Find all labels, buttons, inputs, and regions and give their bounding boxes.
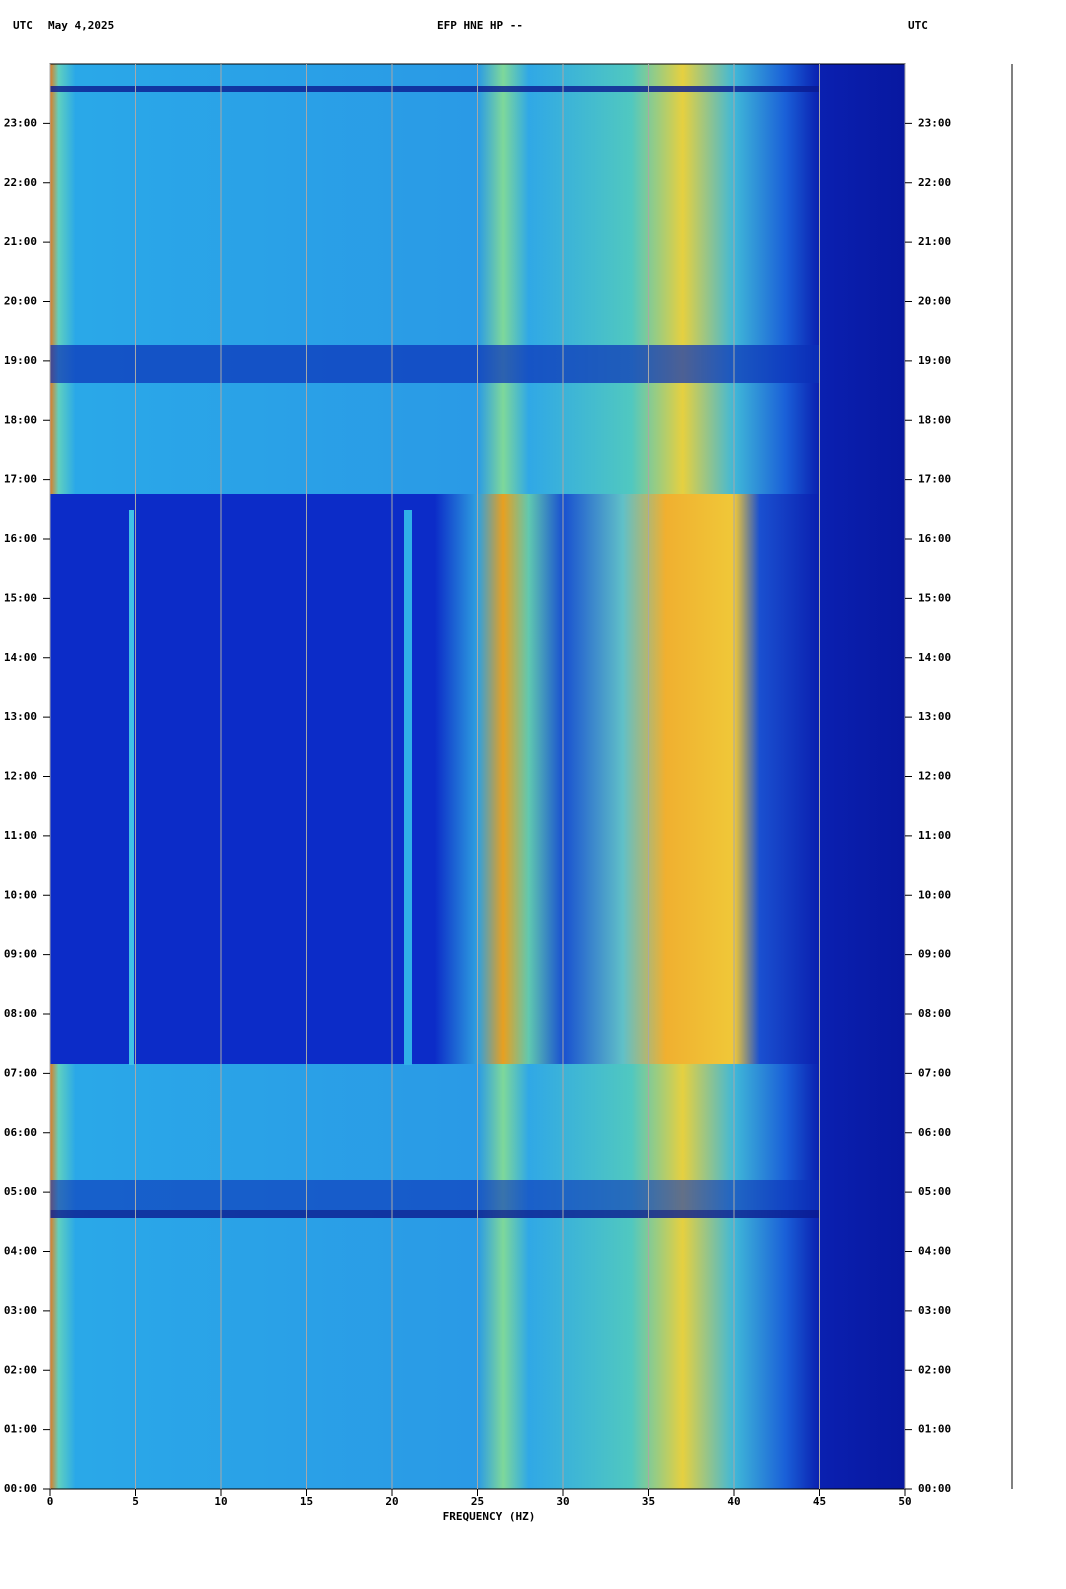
time-zone-right: UTC	[908, 19, 928, 32]
y-tick-label-left: 13:00	[4, 710, 37, 723]
chart-title: EFP HNE HP --	[437, 19, 523, 32]
y-tick-label-left: 09:00	[4, 948, 37, 961]
y-tick-label-left: 19:00	[4, 354, 37, 367]
dark-band	[50, 1210, 820, 1218]
y-tick-label-right: 04:00	[918, 1245, 951, 1258]
y-tick-label-left: 10:00	[4, 888, 37, 901]
y-tick-label-right: 13:00	[918, 710, 951, 723]
y-tick-label-left: 22:00	[4, 176, 37, 189]
line-5hz	[129, 510, 134, 1065]
y-tick-label-left: 15:00	[4, 591, 37, 604]
y-tick-label-left: 23:00	[4, 116, 37, 129]
dark-band	[50, 1180, 820, 1210]
y-tick-label-right: 20:00	[918, 295, 951, 308]
y-tick-label-left: 11:00	[4, 829, 37, 842]
line-21hz	[404, 510, 412, 1065]
y-tick-label-left: 18:00	[4, 413, 37, 426]
y-tick-label-right: 07:00	[918, 1066, 951, 1079]
y-tick-label-left: 00:00	[4, 1482, 37, 1495]
y-tick-label-right: 02:00	[918, 1363, 951, 1376]
x-tick-label: 25	[471, 1495, 484, 1508]
y-tick-label-right: 08:00	[918, 1007, 951, 1020]
y-tick-label-right: 09:00	[918, 948, 951, 961]
y-tick-label-left: 21:00	[4, 235, 37, 248]
y-tick-label-right: 10:00	[918, 888, 951, 901]
x-tick-label: 35	[642, 1495, 655, 1508]
y-tick-label-left: 16:00	[4, 532, 37, 545]
y-tick-label-left: 01:00	[4, 1423, 37, 1436]
y-tick-label-right: 15:00	[918, 591, 951, 604]
y-tick-label-right: 05:00	[918, 1185, 951, 1198]
x-tick-label: 30	[556, 1495, 569, 1508]
x-tick-label: 50	[898, 1495, 911, 1508]
y-tick-label-right: 06:00	[918, 1126, 951, 1139]
y-tick-label-left: 07:00	[4, 1066, 37, 1079]
y-tick-label-right: 19:00	[918, 354, 951, 367]
x-tick-label: 20	[385, 1495, 398, 1508]
y-tick-label-right: 21:00	[918, 235, 951, 248]
y-tick-label-right: 23:00	[918, 116, 951, 129]
y-tick-label-left: 05:00	[4, 1185, 37, 1198]
y-tick-label-right: 22:00	[918, 176, 951, 189]
y-tick-label-left: 03:00	[4, 1304, 37, 1317]
x-tick-label: 0	[47, 1495, 54, 1508]
x-tick-label: 10	[214, 1495, 227, 1508]
y-tick-label-right: 18:00	[918, 413, 951, 426]
x-tick-label: 15	[300, 1495, 313, 1508]
y-tick-label-left: 08:00	[4, 1007, 37, 1020]
x-tick-label: 45	[813, 1495, 826, 1508]
y-tick-label-right: 17:00	[918, 473, 951, 486]
y-tick-label-right: 11:00	[918, 829, 951, 842]
x-tick-label: 40	[727, 1495, 740, 1508]
date: May 4,2025	[48, 19, 114, 32]
y-tick-label-left: 14:00	[4, 651, 37, 664]
y-tick-label-right: 12:00	[918, 770, 951, 783]
y-tick-label-left: 02:00	[4, 1363, 37, 1376]
y-tick-label-left: 17:00	[4, 473, 37, 486]
x-tick-label: 5	[132, 1495, 139, 1508]
y-tick-label-left: 06:00	[4, 1126, 37, 1139]
y-tick-label-right: 16:00	[918, 532, 951, 545]
dark-band	[50, 345, 820, 383]
y-tick-label-right: 00:00	[918, 1482, 951, 1495]
dark-band	[50, 86, 820, 92]
x-axis-label: FREQUENCY (HZ)	[443, 1510, 536, 1523]
y-tick-label-left: 12:00	[4, 770, 37, 783]
y-tick-label-left: 20:00	[4, 295, 37, 308]
y-tick-label-right: 01:00	[918, 1423, 951, 1436]
time-zone-left: UTC	[13, 19, 33, 32]
y-tick-label-left: 04:00	[4, 1245, 37, 1258]
y-tick-label-right: 14:00	[918, 651, 951, 664]
y-tick-label-right: 03:00	[918, 1304, 951, 1317]
